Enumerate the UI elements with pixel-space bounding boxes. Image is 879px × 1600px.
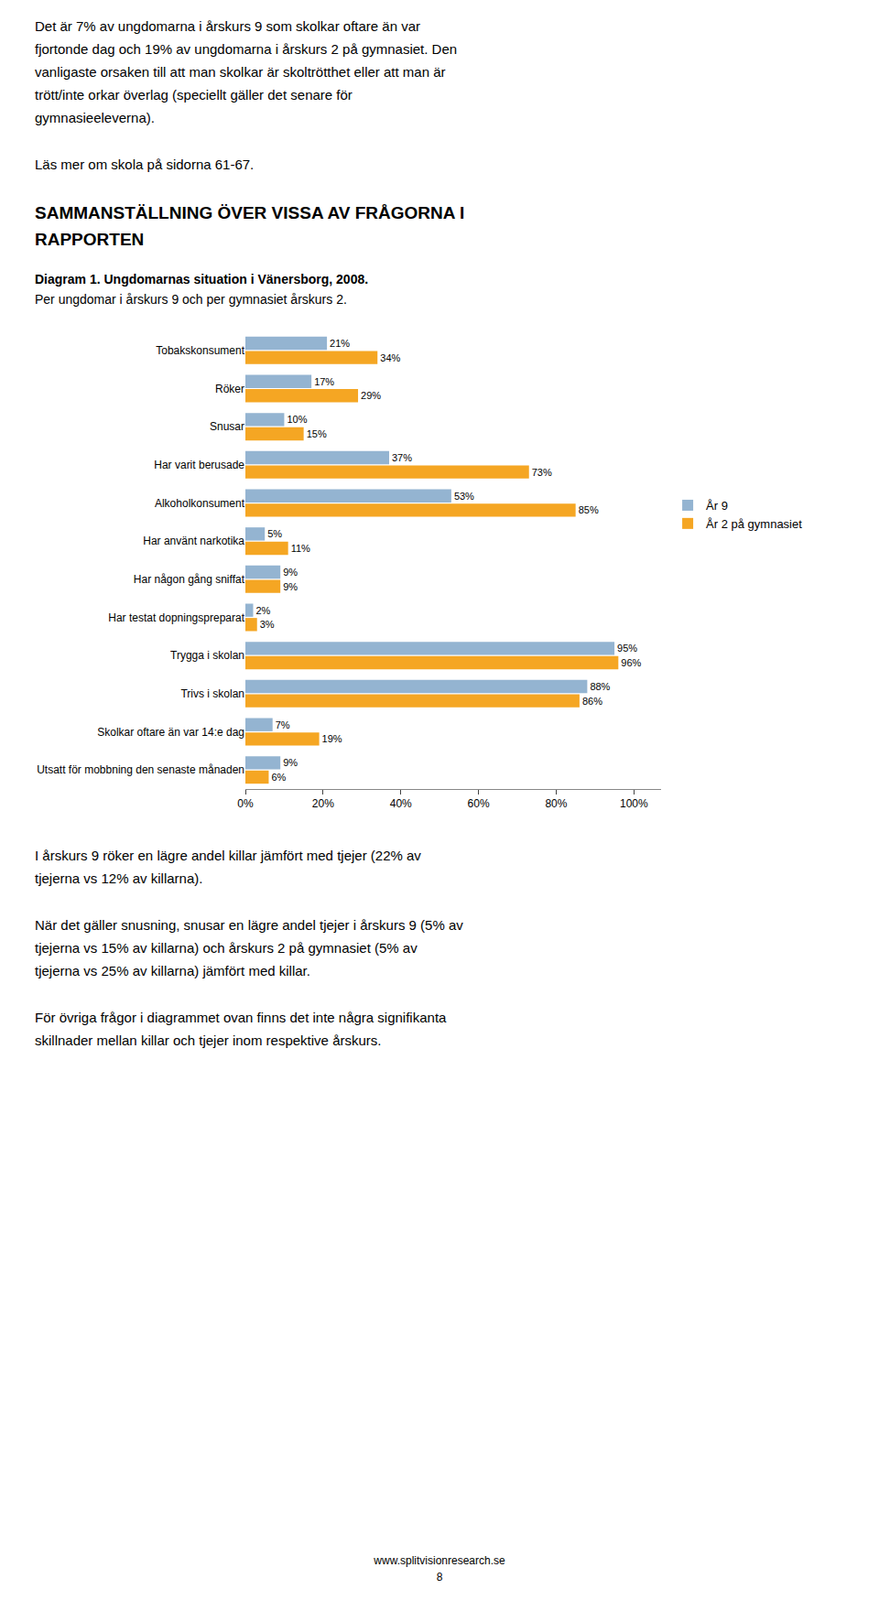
svg-text:86%: 86% xyxy=(582,695,603,707)
svg-text:9%: 9% xyxy=(282,581,298,593)
svg-text:29%: 29% xyxy=(360,390,381,402)
html-text:Det är 7% av ungdomarna i årsk: Det är 7% av ungdomarna i årskurs 9 som … xyxy=(34,18,421,34)
html-text:8: 8 xyxy=(436,1571,443,1585)
html-text:När det gäller snusning, snusa: När det gäller snusning, snusar en lägre… xyxy=(34,917,464,934)
svg-text:Har varit berusade: Har varit berusade xyxy=(153,458,245,472)
svg-text:Utsatt för mobbning den senast: Utsatt för mobbning den senaste månaden xyxy=(36,763,245,777)
svg-text:95%: 95% xyxy=(617,642,638,654)
svg-text:Alkoholkonsument: Alkoholkonsument xyxy=(154,497,246,511)
svg-text:Har använt narkotika: Har använt narkotika xyxy=(142,534,245,548)
svg-text:Röker: Röker xyxy=(215,382,245,396)
svg-text:88%: 88% xyxy=(589,681,610,693)
svg-text:96%: 96% xyxy=(620,657,641,669)
html-text:För övriga frågor i diagrammet: För övriga frågor i diagrammet ovan finn… xyxy=(34,1009,447,1026)
html-text:Läs mer om skola på sidorna 61: Läs mer om skola på sidorna 61-67. xyxy=(34,156,254,173)
svg-text:9%: 9% xyxy=(282,566,298,578)
svg-text:Snusar: Snusar xyxy=(209,420,245,434)
svg-text:21%: 21% xyxy=(329,337,350,349)
svg-text:Trivs i skolan: Trivs i skolan xyxy=(180,687,245,701)
svg-text:9%: 9% xyxy=(282,757,298,769)
svg-text:3%: 3% xyxy=(260,618,275,630)
html-text:Diagram 1. Ungdomarnas situati: Diagram 1. Ungdomarnas situation i Väner… xyxy=(34,271,369,287)
svg-text:60%: 60% xyxy=(467,797,490,811)
svg-text:100%: 100% xyxy=(619,797,649,811)
html-text:Per ungdomar i årskurs 9 och p: Per ungdomar i årskurs 9 och per gymnasi… xyxy=(34,292,347,307)
html-text:fjortonde dag och 19% av ungdo: fjortonde dag och 19% av ungdomarna i år… xyxy=(34,41,457,57)
html-text:gymnasieeleverna).: gymnasieeleverna). xyxy=(34,109,155,126)
svg-text:17%: 17% xyxy=(314,376,335,388)
svg-text:7%: 7% xyxy=(275,719,291,731)
svg-text:År 9: År 9 xyxy=(705,499,728,513)
svg-text:0%: 0% xyxy=(237,797,254,811)
svg-text:15%: 15% xyxy=(306,428,327,440)
svg-text:Har testat dopningspreparat: Har testat dopningspreparat xyxy=(108,611,245,625)
svg-text:40%: 40% xyxy=(390,797,413,811)
svg-text:19%: 19% xyxy=(322,733,343,745)
html-text:RAPPORTEN: RAPPORTEN xyxy=(34,229,145,250)
svg-text:73%: 73% xyxy=(531,466,553,478)
svg-text:85%: 85% xyxy=(578,504,599,516)
svg-text:Trygga i skolan: Trygga i skolan xyxy=(170,649,245,662)
html-text:skillnader mellan killar och t: skillnader mellan killar och tjejer inom… xyxy=(34,1032,382,1049)
svg-text:5%: 5% xyxy=(267,528,283,540)
svg-text:34%: 34% xyxy=(379,352,401,364)
html-text:vanligaste orsaken till att ma: vanligaste orsaken till att man skolkar … xyxy=(34,64,446,80)
svg-text:10%: 10% xyxy=(286,413,307,425)
html-text:www.splitvisionresearch.se: www.splitvisionresearch.se xyxy=(373,1554,506,1568)
svg-text:Skolkar oftare än var 14:e dag: Skolkar oftare än var 14:e dag xyxy=(97,726,245,739)
svg-text:Tobakskonsument: Tobakskonsument xyxy=(155,344,245,358)
svg-text:53%: 53% xyxy=(454,490,475,502)
svg-text:Har någon gång sniffat: Har någon gång sniffat xyxy=(133,573,246,586)
html-text:tjejerna vs 25% av killarna) j: tjejerna vs 25% av killarna) jämfört med… xyxy=(34,963,311,979)
svg-text:2%: 2% xyxy=(255,605,271,617)
svg-text:6%: 6% xyxy=(271,771,286,783)
svg-text:37%: 37% xyxy=(391,452,413,464)
html-text:I årskurs 9 röker en lägre and: I årskurs 9 röker en lägre andel killar … xyxy=(34,847,422,864)
svg-text:År 2 på gymnasiet: År 2 på gymnasiet xyxy=(705,517,803,532)
html-text:tjejerna vs 12% av killarna).: tjejerna vs 12% av killarna). xyxy=(34,870,203,887)
html-text:tjejerna vs 15% av killarna) o: tjejerna vs 15% av killarna) och årskurs… xyxy=(34,940,418,956)
svg-text:20%: 20% xyxy=(312,797,335,811)
svg-text:80%: 80% xyxy=(544,797,567,811)
html-text:SAMMANSTÄLLNING ÖVER VISSA AV: SAMMANSTÄLLNING ÖVER VISSA AV FRÅGORNA I xyxy=(34,203,465,223)
html-text:trött/inte orkar överlag (spec: trött/inte orkar överlag (speciellt gäll… xyxy=(34,86,353,103)
svg-text:11%: 11% xyxy=(291,542,311,554)
